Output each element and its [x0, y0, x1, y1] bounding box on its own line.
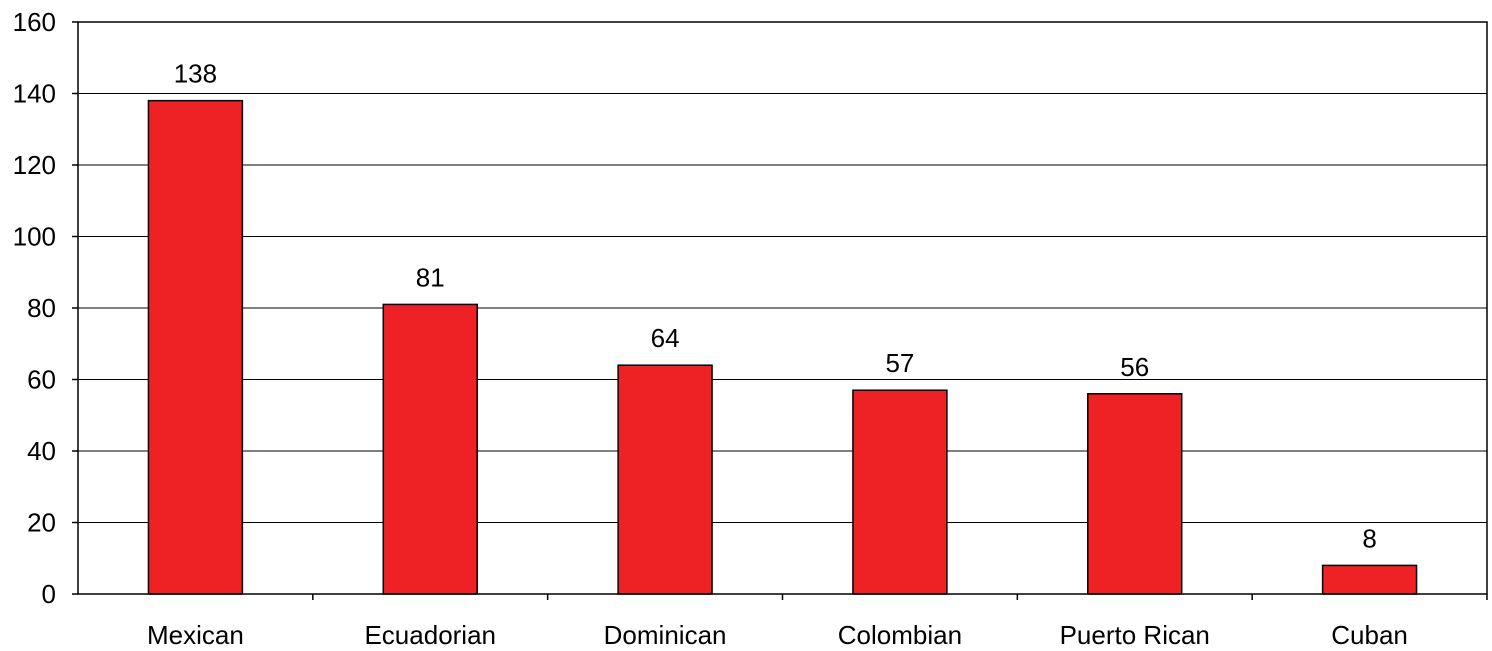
data-label: 64 [651, 323, 680, 353]
category-label: Cuban [1331, 620, 1408, 650]
data-label: 81 [416, 262, 445, 292]
y-tick-label: 0 [42, 579, 56, 609]
gridlines [78, 93, 1487, 523]
data-label: 57 [885, 348, 914, 378]
y-axis-tick-labels: 0 20 40 60 80 100 120 140 160 [13, 7, 78, 609]
bars [147, 99, 1418, 595]
category-label: Colombian [838, 620, 962, 650]
data-label: 8 [1362, 523, 1376, 553]
y-tick-label: 100 [13, 222, 56, 252]
y-tick-label: 40 [27, 436, 56, 466]
y-tick-label: 160 [13, 7, 56, 37]
y-tick-label: 60 [27, 365, 56, 395]
bar-cuban [1321, 564, 1418, 595]
bar-puerto-rican [1087, 393, 1183, 595]
bar-mexican [147, 99, 244, 595]
data-label: 138 [174, 59, 217, 89]
category-label: Mexican [147, 620, 244, 650]
bar-colombian [852, 389, 948, 595]
y-tick-label: 80 [27, 293, 56, 323]
bar-dominican [617, 364, 713, 595]
data-label: 56 [1120, 352, 1149, 382]
category-label: Puerto Rican [1060, 620, 1210, 650]
y-tick-label: 20 [27, 508, 56, 538]
plot-frame [77, 21, 1488, 595]
category-label: Dominican [604, 620, 727, 650]
bar-ecuadorian [382, 303, 478, 595]
category-label: Ecuadorian [364, 620, 496, 650]
data-labels: 138 81 64 57 56 8 [174, 59, 1377, 554]
category-labels: Mexican Ecuadorian Dominican Colombian Puert… [147, 594, 1488, 650]
y-tick-label: 120 [13, 150, 56, 180]
y-tick-label: 140 [13, 79, 56, 109]
